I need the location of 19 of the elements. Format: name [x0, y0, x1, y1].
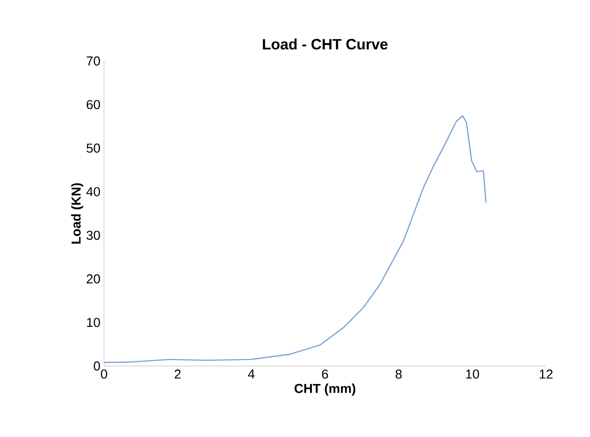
- y-tick-label: 50: [86, 144, 100, 153]
- y-tick-label: 20: [86, 274, 100, 284]
- y-tick-label: 0: [94, 361, 100, 371]
- y-tick-label: 10: [87, 318, 100, 328]
- chart-title: Load - CHT Curve: [262, 38, 388, 50]
- x-tick-label: 8: [396, 370, 402, 379]
- y-tick-label: 70: [86, 56, 100, 66]
- y-tick-label: 30: [86, 230, 100, 240]
- x-tick-label: 2: [174, 370, 181, 379]
- x-tick-label: 12: [540, 370, 553, 379]
- x-tick-label: 4: [248, 370, 255, 378]
- line-series: [104, 115, 487, 364]
- x-tick-label: 6: [322, 370, 328, 379]
- x-axis-title: CHT (mm): [294, 384, 356, 396]
- y-tick-label: 60: [86, 100, 100, 110]
- x-tick-label: 0: [100, 370, 108, 379]
- x-tick-label: 10: [466, 370, 480, 379]
- y-axis-title: Load (KN): [71, 183, 84, 244]
- y-tick-label: 40: [86, 187, 100, 196]
